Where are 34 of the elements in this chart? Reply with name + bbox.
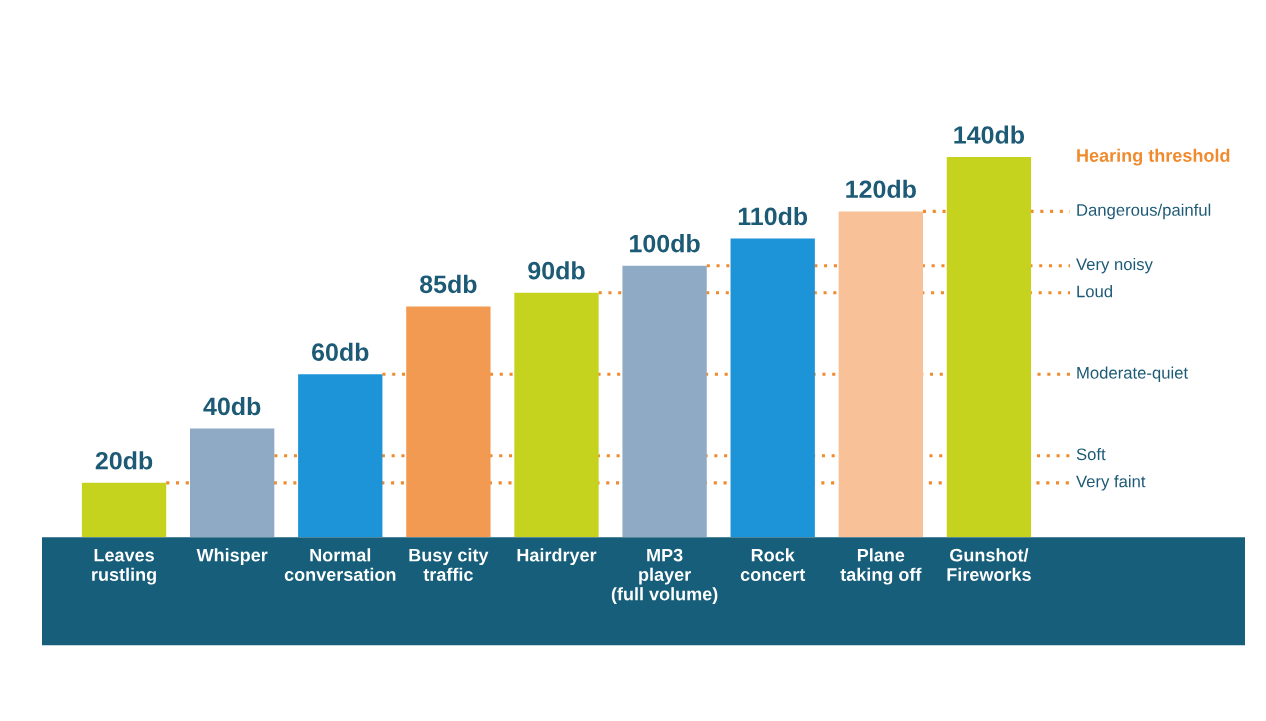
x-tick-label: Leaves rustling [92,548,156,585]
bar [81,482,167,538]
data-label: 60db [312,342,369,361]
bar [514,292,599,538]
text: Hearing threshold [1077,148,1230,166]
x-tick-label: Gunshot/ Fireworks [947,548,1031,581]
x-tick-label: Whisper [196,548,268,566]
x-tick-label: Busy city traffic [409,548,489,581]
ref-line-label: Soft [1076,447,1106,461]
x-tick-label: Rock concert [740,548,806,581]
x-tick-label: MP3 player (full volume) [611,548,718,604]
data-label: 110db [738,206,808,226]
data-label: 100db [630,234,700,253]
ref-line-label: Very noisy [1076,257,1153,274]
bar [190,428,275,538]
bar [838,211,923,538]
x-tick-label: Plane taking off [840,548,922,585]
bar [946,157,1032,538]
ref-line-label: Very faint [1076,475,1146,491]
data-label: 85db [420,274,477,294]
bar [406,306,491,538]
data-label: 120db [846,179,916,199]
x-tick-label: Normal conversation [284,548,396,581]
ref-line-label: Dangerous/painful [1077,203,1211,220]
bar [298,374,383,538]
x-tick-label: Hairdryer [517,548,597,566]
data-label: 140db [954,125,1025,144]
data-label: 90db [528,261,585,280]
data-label: 40db [203,396,261,416]
ref-line-label: Moderate-quiet [1077,366,1188,383]
bar [622,265,707,538]
ref-line-label: Loud [1077,285,1112,298]
data-label: 20db [95,451,153,470]
bar [730,238,815,538]
